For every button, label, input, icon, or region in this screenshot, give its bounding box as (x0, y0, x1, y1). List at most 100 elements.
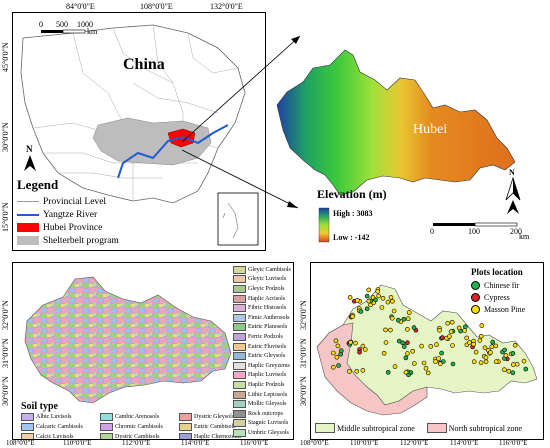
scale-label-0: 0 (39, 20, 43, 29)
plot-marker (347, 295, 353, 300)
scale-label-0: 0 (430, 227, 434, 236)
soil-type-panel: Soil type Albic Luvisols Cambic Arenosol… (12, 262, 294, 440)
soil-region (24, 276, 232, 404)
plot-marker (338, 348, 344, 353)
plot-marker (403, 369, 409, 375)
plot-marker (477, 338, 483, 343)
plot-marker (437, 328, 442, 333)
soil-legend-bottom: Albic Luvisols Cambic Arenosols Dystric … (21, 412, 291, 440)
plot-marker (334, 354, 340, 360)
soil-legend-item: Dystric Gleysols (194, 414, 235, 420)
plots-legend-item-pine: Masson Pine (471, 303, 541, 315)
plot-marker (373, 297, 378, 303)
elevation-low: Low : -142 (333, 233, 370, 242)
soil-legend-item: Haplic Chernozems (194, 434, 242, 440)
plot-marker (335, 343, 341, 349)
plot-marker (406, 310, 412, 315)
plot-marker (506, 368, 512, 374)
yangtze-river-line (117, 124, 229, 179)
scale-label-1: 100 (468, 227, 480, 236)
soil-legend-item: Haplic Greyzems (233, 361, 309, 371)
plot-marker (330, 350, 336, 356)
china-legend: Legend Provincial Level Yangtze River Hu… (17, 177, 207, 247)
plot-marker (488, 350, 493, 355)
soil-legend-item: Eutric Cambisols (194, 424, 236, 430)
bottom-tick-0: 108°0'0"E (6, 439, 35, 447)
plot-marker (362, 347, 368, 352)
plot-marker (493, 359, 499, 364)
plots-legend: Plots location Chinese fir Cypress Masso… (471, 267, 541, 315)
plot-marker (421, 360, 427, 366)
plot-marker (490, 339, 495, 345)
bottom-tick-9: 116°0'0"E (499, 439, 528, 447)
plot-marker (450, 343, 455, 348)
plot-marker (441, 359, 446, 364)
plot-marker (456, 325, 462, 331)
zones-legend: Middle subtropical zone North subtropica… (315, 423, 541, 433)
soil-legend-item: Haplic Podzols (233, 380, 309, 390)
bottom-tick-5: 108°0'0"E (300, 439, 329, 447)
plot-marker (383, 340, 389, 345)
tl-top-tick-2: 132°0'0"E (210, 2, 243, 11)
legend-item-shelterbelt: Shelterbelt program (17, 234, 207, 247)
plot-marker (478, 360, 484, 365)
br-left-tick-2: 30°0'0"N (299, 376, 308, 406)
plot-marker (523, 366, 529, 372)
soil-legend-item: Gleyic Cambisols (233, 265, 309, 275)
plot-marker (411, 325, 417, 330)
scale-bar (41, 29, 86, 34)
plot-marker (401, 316, 407, 322)
plot-marker (383, 327, 388, 333)
plot-marker (410, 349, 415, 354)
plot-marker (479, 323, 485, 328)
plot-marker (521, 358, 527, 364)
br-left-tick-0: 32°0'0"N (299, 300, 308, 330)
map-title: China (123, 56, 165, 73)
plot-marker (425, 370, 431, 376)
soil-legend-item: Haplic Acrisols (233, 294, 309, 304)
plot-marker (396, 317, 401, 323)
bottom-tick-4: 116°0'0"E (240, 439, 269, 447)
plot-marker (511, 362, 516, 367)
plot-marker (439, 350, 444, 356)
soil-legend-item: Haplic Luvisols (233, 371, 309, 381)
plot-marker (390, 298, 395, 304)
soil-legend-item: Fimic Anthrosols (233, 313, 309, 323)
scale-label-2: 200 (510, 227, 522, 236)
plot-marker (381, 351, 387, 356)
bottom-tick-1: 110°0'0"E (63, 439, 92, 447)
soil-legend-item: Albic Luvisols (36, 414, 72, 420)
plot-marker (333, 338, 339, 344)
plot-marker (364, 306, 370, 312)
plot-marker (463, 324, 468, 330)
plot-marker (402, 344, 407, 349)
plot-marker (357, 349, 362, 355)
plot-points (330, 287, 529, 378)
china-overview-panel: China N 0 500 1000 km Legend Provincial … (12, 12, 266, 251)
plot-marker (412, 361, 417, 366)
soil-legend-item: Fibric Histosols (233, 303, 309, 313)
tl-top-tick-0: 84°0'0"E (66, 2, 95, 11)
plot-marker (388, 327, 393, 333)
scale-label-2: 1000 (77, 20, 93, 29)
bl-left-tick-0: 32°0'0"N (1, 300, 10, 330)
plot-marker (405, 351, 410, 356)
plot-marker (360, 368, 366, 373)
scale-unit: km (87, 27, 98, 36)
soil-legend-item: Eutric Gleysols (233, 351, 309, 361)
soil-legend-item: Calcaric Cambisols (36, 424, 83, 430)
br-left-tick-1: 31°0'0"N (299, 338, 308, 368)
soil-legend-item: Gleyic Podzols (233, 284, 309, 294)
plot-marker (493, 343, 499, 349)
soil-legend-item: Stagnic Luvisols (233, 419, 309, 429)
plot-marker (390, 315, 395, 321)
soil-legend-item: Dystric Cambisols (115, 434, 160, 440)
bottom-tick-7: 112°0'0"E (400, 439, 429, 447)
plot-marker (478, 333, 484, 339)
soil-legend-item: Umbric Gleysols (233, 428, 309, 438)
north-arrow-icon (505, 176, 521, 214)
plots-map (316, 284, 538, 416)
tl-top-tick-1: 108°0'0"E (140, 2, 173, 11)
plot-marker (449, 319, 455, 325)
plot-marker (445, 320, 450, 326)
